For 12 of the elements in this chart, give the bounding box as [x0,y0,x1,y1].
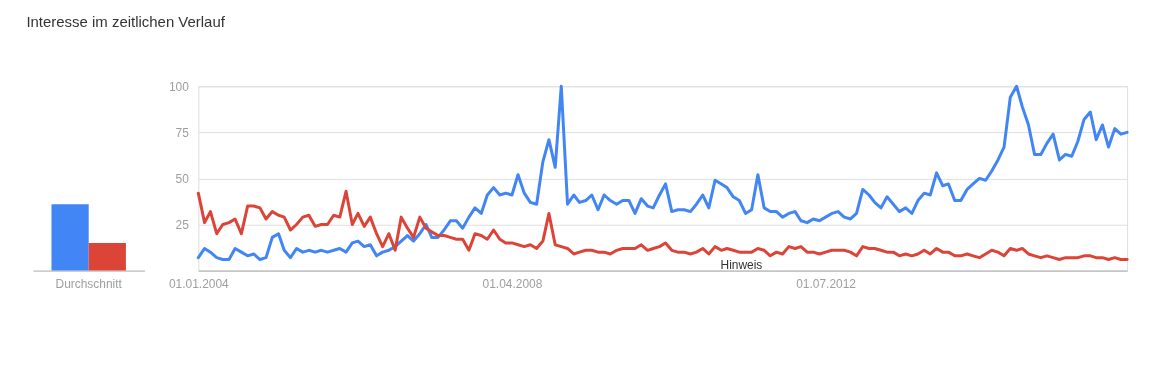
line-series [196,84,1129,262]
x-tick-label: Durchschnitt [55,277,123,292]
y-tick-label: 50 [175,171,190,186]
x-tick-label: 01.01.2004 [168,277,230,292]
y-tick-label: 25 [175,217,190,232]
annotation: Hinweis [720,257,763,272]
y-tick-label: 100 [168,79,190,94]
x-tick-label: 01.04.2008 [482,277,543,292]
chart-title: Interesse im zeitlichen Verlauf [26,12,226,30]
x-tick-label: 01.07.2012 [796,277,857,292]
line-series [196,189,1129,262]
y-tick-label: 75 [175,125,190,140]
